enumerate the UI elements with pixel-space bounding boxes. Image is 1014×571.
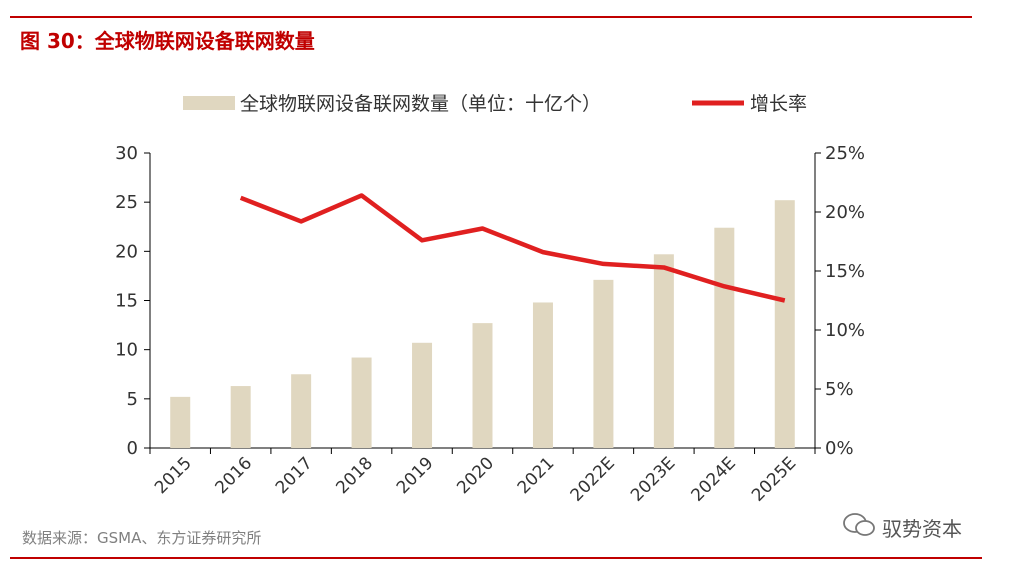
x-tick-label: 2018 xyxy=(332,453,377,498)
x-tick-label: 2025E xyxy=(748,453,800,505)
right-tick-label: 5% xyxy=(825,379,854,400)
bar xyxy=(774,200,795,448)
x-tick-label: 2020 xyxy=(453,453,498,498)
right-tick-label: 20% xyxy=(825,202,865,223)
legend-swatch-bar xyxy=(183,96,235,110)
growth-line xyxy=(239,193,786,303)
right-tick-label: 15% xyxy=(825,261,865,282)
x-tick-label: 2022E xyxy=(567,453,619,505)
bar xyxy=(653,254,674,448)
watermark: 驭势资本 xyxy=(842,512,962,543)
left-tick-label: 20 xyxy=(115,241,138,262)
bottom-divider xyxy=(10,557,982,559)
bar xyxy=(472,323,493,448)
x-tick-label: 2019 xyxy=(393,453,438,498)
top-divider xyxy=(10,16,972,18)
bar xyxy=(291,374,312,448)
x-tick-label: 2021 xyxy=(514,453,559,498)
bar xyxy=(714,227,735,448)
left-tick-label: 25 xyxy=(115,192,138,213)
x-tick-label: 2015 xyxy=(151,453,196,498)
wechat-icon xyxy=(842,512,876,543)
right-tick-label: 0% xyxy=(825,438,854,459)
bar xyxy=(230,386,251,448)
left-tick-label: 5 xyxy=(127,389,138,410)
bar xyxy=(593,279,614,448)
left-tick-label: 0 xyxy=(127,438,138,459)
right-tick-label: 25% xyxy=(825,143,865,164)
bar xyxy=(351,357,372,448)
left-tick-label: 10 xyxy=(115,340,138,361)
x-tick-label: 2017 xyxy=(272,453,317,498)
left-tick-label: 15 xyxy=(115,291,138,312)
x-tick-label: 2023E xyxy=(627,453,679,505)
x-tick-label: 2024E xyxy=(688,453,740,505)
source-note: 数据来源：GSMA、东方证券研究所 xyxy=(22,529,262,547)
legend-label-line: 增长率 xyxy=(750,93,807,115)
bar xyxy=(170,396,191,448)
left-tick-label: 30 xyxy=(115,143,138,164)
x-tick-label: 2016 xyxy=(211,453,256,498)
figure-title: 图 30：全球物联网设备联网数量 xyxy=(20,29,315,53)
bar xyxy=(412,342,433,448)
legend-label-bar: 全球物联网设备联网数量（单位：十亿个） xyxy=(240,93,601,115)
bar xyxy=(532,302,553,448)
right-tick-label: 10% xyxy=(825,320,865,341)
watermark-text: 驭势资本 xyxy=(882,517,962,541)
